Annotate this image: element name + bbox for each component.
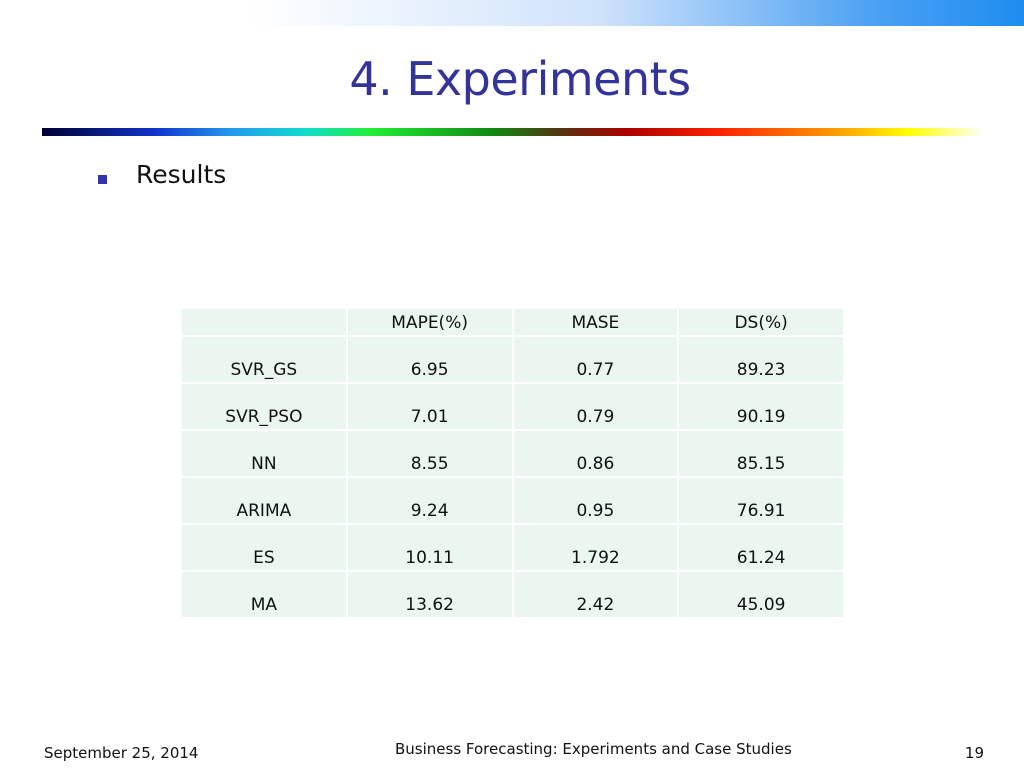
model-cell: ARIMA bbox=[180, 476, 348, 525]
ds-cell: 90.19 bbox=[677, 382, 845, 431]
mape-cell: 13.62 bbox=[345, 570, 514, 619]
mase-cell: 1.792 bbox=[511, 523, 680, 572]
footer-title: Business Forecasting: Experiments and Ca… bbox=[395, 740, 792, 758]
table-row: ARIMA 9.24 0.95 76.91 bbox=[180, 476, 845, 525]
bullet-text: Results bbox=[136, 160, 227, 189]
ds-cell: 61.24 bbox=[677, 523, 845, 572]
ds-cell: 89.23 bbox=[677, 335, 845, 384]
mase-cell: 0.79 bbox=[511, 382, 680, 431]
mase-cell: 0.77 bbox=[511, 335, 680, 384]
slide-title: 4. Experiments bbox=[349, 52, 691, 106]
mase-cell: 2.42 bbox=[511, 570, 680, 619]
mape-cell: 9.24 bbox=[345, 476, 514, 525]
header-cell: DS(%) bbox=[677, 307, 845, 337]
header-cell: MAPE(%) bbox=[345, 307, 514, 337]
model-cell: ES bbox=[180, 523, 348, 572]
header-cell: MASE bbox=[511, 307, 680, 337]
footer-date: September 25, 2014 bbox=[44, 744, 199, 762]
square-bullet-icon bbox=[98, 175, 107, 184]
mase-cell: 0.86 bbox=[511, 429, 680, 478]
mape-cell: 8.55 bbox=[345, 429, 514, 478]
results-table: MAPE(%) MASE DS(%) SVR_GS 6.95 0.77 89.2… bbox=[180, 307, 845, 619]
table-row: SVR_PSO 7.01 0.79 90.19 bbox=[180, 382, 845, 431]
header-cell bbox=[180, 307, 348, 337]
mape-cell: 10.11 bbox=[345, 523, 514, 572]
top-gradient-bar bbox=[250, 0, 1024, 26]
model-cell: SVR_GS bbox=[180, 335, 348, 384]
model-cell: SVR_PSO bbox=[180, 382, 348, 431]
mape-cell: 7.01 bbox=[345, 382, 514, 431]
mase-cell: 0.95 bbox=[511, 476, 680, 525]
table-row: NN 8.55 0.86 85.15 bbox=[180, 429, 845, 478]
table-row: MA 13.62 2.42 45.09 bbox=[180, 570, 845, 619]
model-cell: MA bbox=[180, 570, 348, 619]
ds-cell: 45.09 bbox=[677, 570, 845, 619]
mape-cell: 6.95 bbox=[345, 335, 514, 384]
table-header-row: MAPE(%) MASE DS(%) bbox=[180, 307, 845, 337]
page-number: 19 bbox=[964, 744, 984, 762]
rainbow-divider bbox=[42, 128, 984, 136]
model-cell: NN bbox=[180, 429, 348, 478]
table-row: ES 10.11 1.792 61.24 bbox=[180, 523, 845, 572]
ds-cell: 76.91 bbox=[677, 476, 845, 525]
ds-cell: 85.15 bbox=[677, 429, 845, 478]
table-row: SVR_GS 6.95 0.77 89.23 bbox=[180, 335, 845, 384]
